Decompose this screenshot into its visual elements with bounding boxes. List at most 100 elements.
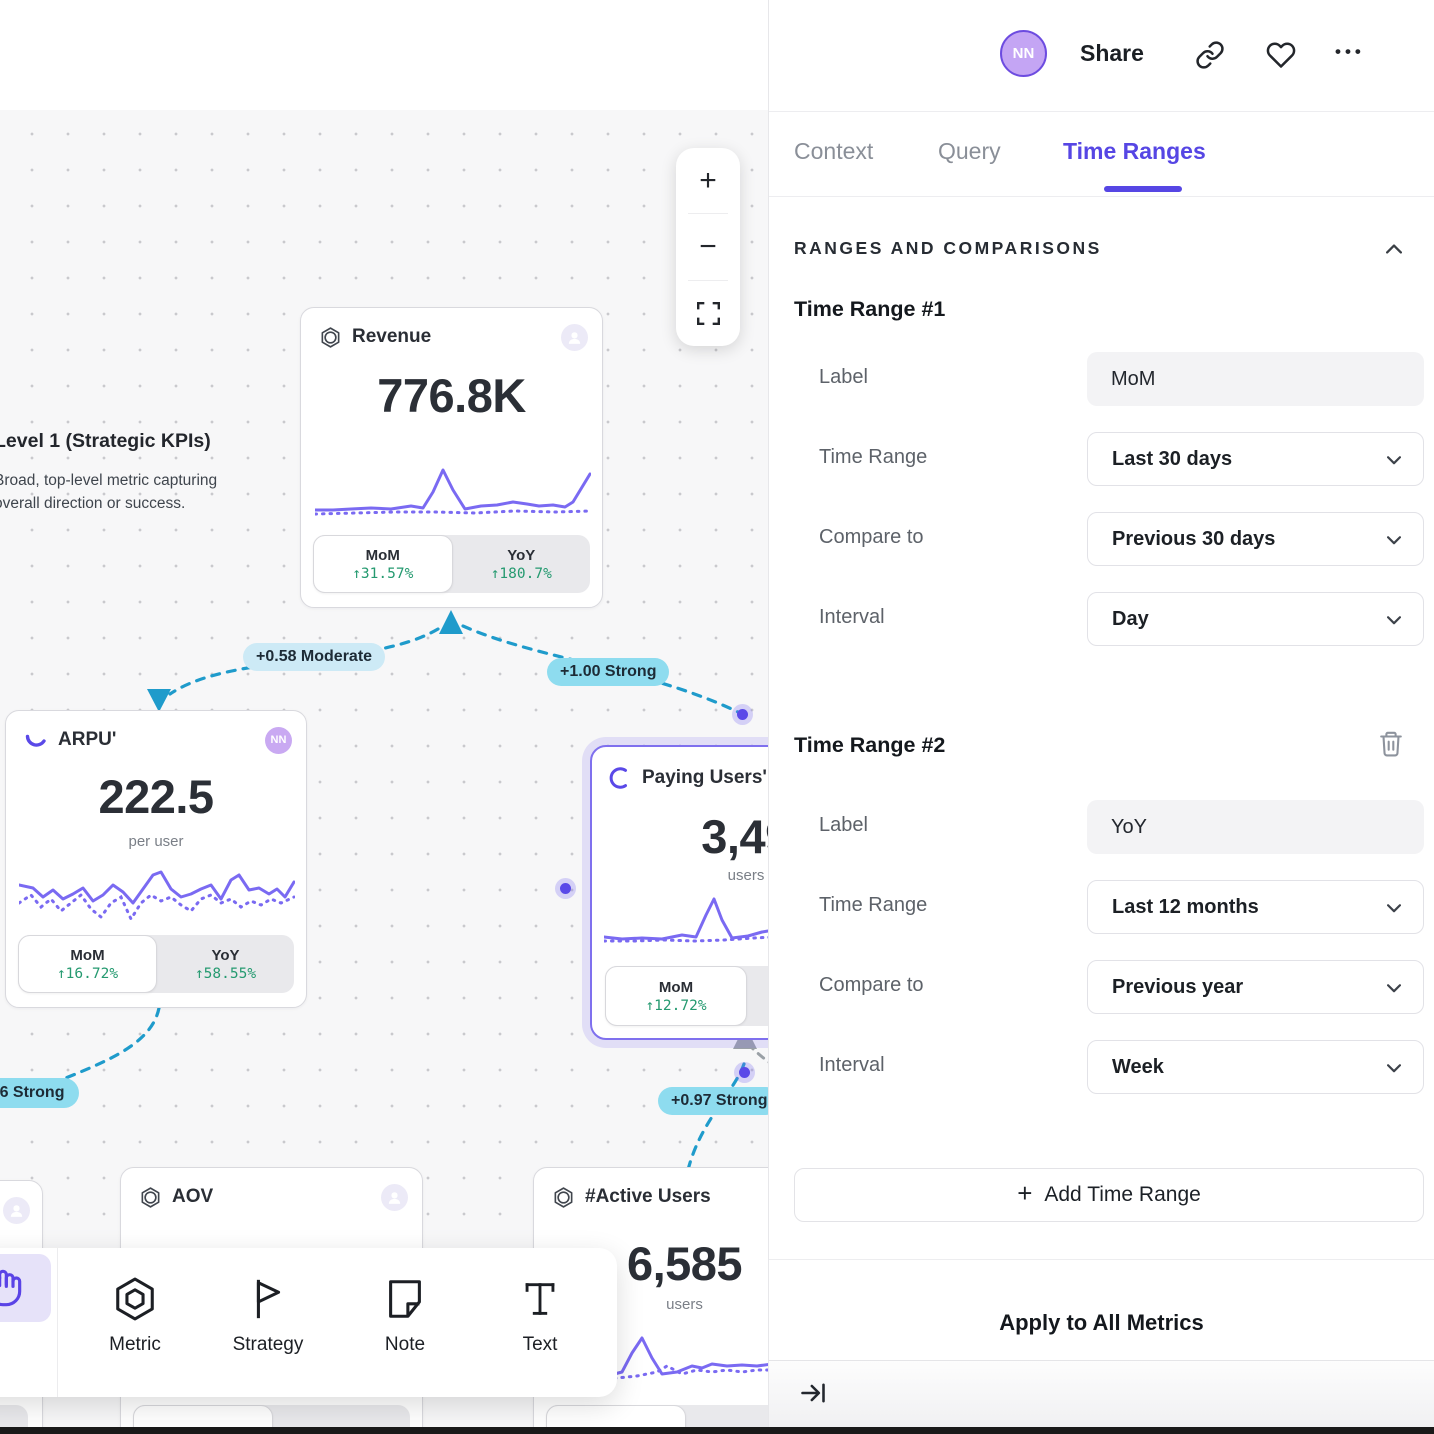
card-title: Paying Users' bbox=[642, 767, 767, 788]
mom-delta: ↑12.72% bbox=[645, 997, 707, 1014]
window-edge bbox=[0, 1427, 1434, 1434]
mom-toggle[interactable]: MoM ↑16.72% bbox=[18, 935, 157, 993]
heart-icon bbox=[1266, 42, 1296, 68]
time-range-select[interactable]: Last 12 months bbox=[1087, 880, 1424, 934]
share-button[interactable]: Share bbox=[1080, 40, 1144, 66]
label-field-label: Label bbox=[819, 366, 868, 388]
collapse-panel-button[interactable] bbox=[799, 1379, 827, 1407]
trash-icon bbox=[1380, 731, 1402, 757]
tool-text[interactable]: Text bbox=[490, 1276, 590, 1356]
panel-header: NN Share ••• bbox=[769, 0, 1434, 112]
card-title: AOV bbox=[172, 1186, 214, 1207]
user-avatar-icon bbox=[561, 323, 588, 351]
panel-bottom-bar bbox=[769, 1360, 1434, 1428]
user-avatar-icon bbox=[381, 1183, 408, 1211]
zoom-controls: + − bbox=[676, 148, 740, 346]
tool-strategy[interactable]: Strategy bbox=[218, 1276, 318, 1356]
metric-unit: users bbox=[727, 867, 765, 884]
compare-to-select[interactable]: Previous year bbox=[1087, 960, 1424, 1014]
hand-tool-button[interactable] bbox=[0, 1254, 51, 1322]
crescent-icon bbox=[608, 766, 632, 790]
mom-toggle[interactable]: MoM ↑12.72% bbox=[605, 966, 747, 1026]
yoy-toggle[interactable]: YoY ↑180.7% bbox=[490, 546, 552, 582]
favorite-button[interactable] bbox=[1265, 40, 1297, 70]
fullscreen-icon bbox=[696, 301, 720, 325]
metric-hexagon-icon bbox=[552, 1186, 575, 1209]
yoy-delta: ↑58.55% bbox=[194, 965, 257, 982]
metric-card-arpu[interactable]: ARPU' NN 222.5 per user MoM ↑16.72% YoY … bbox=[5, 710, 307, 1008]
compare-to-field-label: Compare to bbox=[819, 974, 924, 996]
zoom-in-button[interactable]: + bbox=[699, 163, 717, 197]
card-title: #Active Users bbox=[585, 1186, 711, 1207]
time-range-1-title: Time Range #1 bbox=[794, 297, 946, 321]
mom-toggle[interactable]: MoM ↑31.57% bbox=[313, 535, 453, 593]
label-field-label: Label bbox=[819, 814, 868, 836]
connector-handle[interactable] bbox=[739, 1067, 750, 1078]
yoy-delta: ↑180.7% bbox=[490, 565, 552, 582]
sparkline bbox=[19, 870, 295, 923]
correlation-badge-strong[interactable]: +0.97 Strong bbox=[658, 1087, 781, 1115]
interval-field-label: Interval bbox=[819, 606, 885, 628]
connector-handle[interactable] bbox=[560, 883, 571, 894]
metric-hexagon-icon bbox=[116, 1277, 154, 1321]
copy-link-button[interactable] bbox=[1195, 40, 1225, 70]
card-title: Revenue bbox=[352, 326, 432, 347]
tab-query[interactable]: Query bbox=[938, 138, 1001, 164]
compare-to-field-label: Compare to bbox=[819, 526, 924, 548]
metric-hexagon-icon bbox=[139, 1186, 162, 1209]
apply-to-all-metrics-button[interactable]: Apply to All Metrics bbox=[999, 1310, 1204, 1335]
yoy-toggle[interactable]: YoY ↑58.55% bbox=[194, 946, 257, 982]
metric-unit: per user bbox=[128, 833, 184, 850]
metric-value: 222.5 bbox=[98, 770, 214, 823]
correlation-badge-strong[interactable]: +0.66 Strong bbox=[0, 1078, 80, 1108]
correlation-badge-strong[interactable]: +1.00 Strong bbox=[547, 658, 670, 686]
level-desc-line1: Broad, top-level metric capturing bbox=[0, 472, 218, 489]
tab-time-ranges[interactable]: Time Ranges bbox=[1063, 138, 1206, 164]
label-input[interactable]: YoY bbox=[1087, 800, 1424, 854]
fit-view-button[interactable] bbox=[676, 281, 740, 346]
panel-tabs: Context Query Time Ranges bbox=[769, 112, 1434, 197]
interval-select[interactable]: Week bbox=[1087, 1040, 1424, 1094]
chevron-down-icon bbox=[1387, 904, 1401, 913]
tool-metric[interactable]: Metric bbox=[85, 1276, 185, 1356]
active-tab-underline bbox=[1104, 186, 1182, 192]
time-range-select[interactable]: Last 30 days bbox=[1087, 432, 1424, 486]
user-avatar-nn[interactable]: NN bbox=[1000, 30, 1047, 77]
plus-icon: + bbox=[1017, 1178, 1033, 1208]
settings-panel: NN Share ••• Context Query Time Ranges R… bbox=[768, 0, 1434, 1434]
collapse-section-button[interactable] bbox=[1386, 244, 1402, 254]
section-heading: RANGES AND COMPARISONS bbox=[794, 238, 1102, 258]
hand-icon bbox=[0, 1269, 21, 1307]
metric-value: 6,585 bbox=[626, 1237, 743, 1290]
tool-note[interactable]: Note bbox=[355, 1276, 455, 1356]
chevron-down-icon bbox=[1387, 456, 1401, 465]
time-range-2-title: Time Range #2 bbox=[794, 733, 946, 757]
sparkline bbox=[315, 468, 591, 516]
divider bbox=[769, 1259, 1434, 1260]
level-title: Level 1 (Strategic KPIs) bbox=[0, 430, 211, 452]
more-options-button[interactable]: ••• bbox=[1335, 42, 1365, 61]
sparkline bbox=[604, 897, 774, 943]
metric-value: 776.8K bbox=[377, 369, 526, 422]
compare-to-select[interactable]: Previous 30 days bbox=[1087, 512, 1424, 566]
tab-context[interactable]: Context bbox=[794, 138, 874, 164]
link-icon bbox=[1196, 41, 1224, 69]
delete-time-range-button[interactable] bbox=[1377, 729, 1405, 759]
label-input[interactable]: MoM bbox=[1087, 352, 1424, 406]
metric-card-revenue[interactable]: Revenue 776.8K MoM ↑31.57% YoY ↑180.7% bbox=[300, 307, 603, 608]
add-time-range-button[interactable]: + Add Time Range bbox=[794, 1168, 1424, 1222]
flag-icon bbox=[256, 1279, 281, 1319]
card-title: ARPU' bbox=[58, 729, 117, 750]
user-avatar-nn: NN bbox=[265, 726, 292, 754]
chevron-down-icon bbox=[1387, 1064, 1401, 1073]
zoom-out-button[interactable]: − bbox=[699, 229, 717, 263]
interval-select[interactable]: Day bbox=[1087, 592, 1424, 646]
text-icon bbox=[525, 1283, 555, 1315]
connector-handle[interactable] bbox=[737, 709, 748, 720]
level-annotation: Level 1 (Strategic KPIs) Broad, top-leve… bbox=[0, 430, 217, 515]
arc-icon bbox=[24, 728, 48, 752]
mom-delta: ↑31.57% bbox=[352, 565, 414, 582]
correlation-badge-moderate[interactable]: +0.58 Moderate bbox=[243, 643, 386, 671]
interval-field-label: Interval bbox=[819, 1054, 885, 1076]
